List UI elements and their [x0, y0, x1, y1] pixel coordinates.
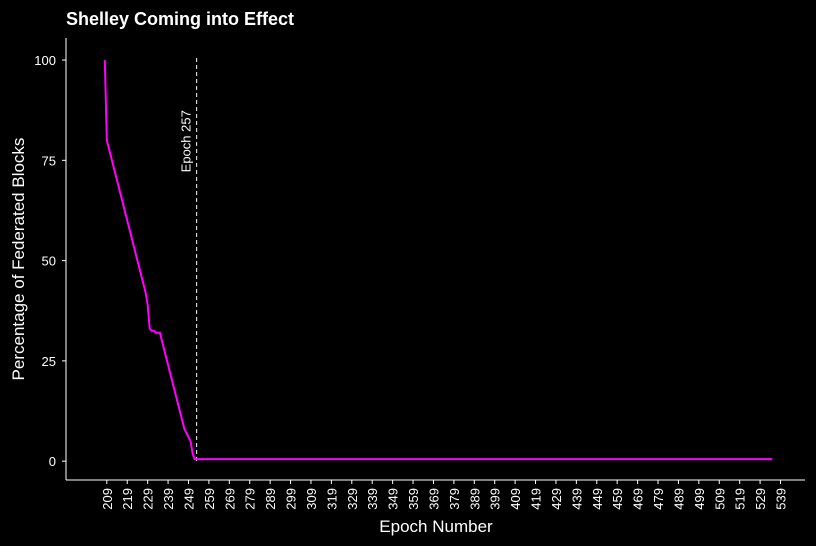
data-line — [103, 60, 773, 461]
y-tick-label: 100 — [34, 53, 56, 68]
x-tick-label: 409 — [508, 488, 523, 510]
x-tick-label: 519 — [733, 488, 748, 510]
x-tick-label: 469 — [631, 488, 646, 510]
x-tick-label: 369 — [426, 488, 441, 510]
x-tick-label: 489 — [671, 488, 686, 510]
annotation-label: Epoch 257 — [179, 110, 194, 172]
x-tick-label: 509 — [712, 488, 727, 510]
x-tick-label: 259 — [202, 488, 217, 510]
x-tick-label: 219 — [120, 488, 135, 510]
x-tick-label: 479 — [651, 488, 666, 510]
x-tick-label: 419 — [529, 488, 544, 510]
x-tick-label: 249 — [181, 488, 196, 510]
x-tick-label: 359 — [406, 488, 421, 510]
x-tick-label: 209 — [100, 488, 115, 510]
x-tick-label: 309 — [304, 488, 319, 510]
x-tick-label: 239 — [161, 488, 176, 510]
x-tick-label: 319 — [324, 488, 339, 510]
x-tick-label: 449 — [590, 488, 605, 510]
x-tick-label: 539 — [774, 488, 789, 510]
x-tick-label: 439 — [569, 488, 584, 510]
x-tick-label: 349 — [386, 488, 401, 510]
x-tick-label: 499 — [692, 488, 707, 510]
x-tick-label: 389 — [467, 488, 482, 510]
x-tick-label: 459 — [610, 488, 625, 510]
y-tick-label: 25 — [42, 354, 56, 369]
x-tick-label: 379 — [447, 488, 462, 510]
y-axis-label: Percentage of Federated Blocks — [9, 138, 28, 381]
x-tick-label: 269 — [222, 488, 237, 510]
x-tick-label: 529 — [753, 488, 768, 510]
x-tick-label: 339 — [365, 488, 380, 510]
y-tick-label: 0 — [49, 454, 56, 469]
x-tick-label: 399 — [488, 488, 503, 510]
x-tick-label: 429 — [549, 488, 564, 510]
y-tick-label: 75 — [42, 153, 56, 168]
x-tick-label: 329 — [345, 488, 360, 510]
chart-title: Shelley Coming into Effect — [66, 9, 294, 29]
y-tick-label: 50 — [42, 254, 56, 269]
x-tick-label: 289 — [263, 488, 278, 510]
x-tick-label: 229 — [141, 488, 156, 510]
x-tick-label: 279 — [243, 488, 258, 510]
x-tick-label: 299 — [284, 488, 299, 510]
x-axis-label: Epoch Number — [379, 517, 493, 536]
